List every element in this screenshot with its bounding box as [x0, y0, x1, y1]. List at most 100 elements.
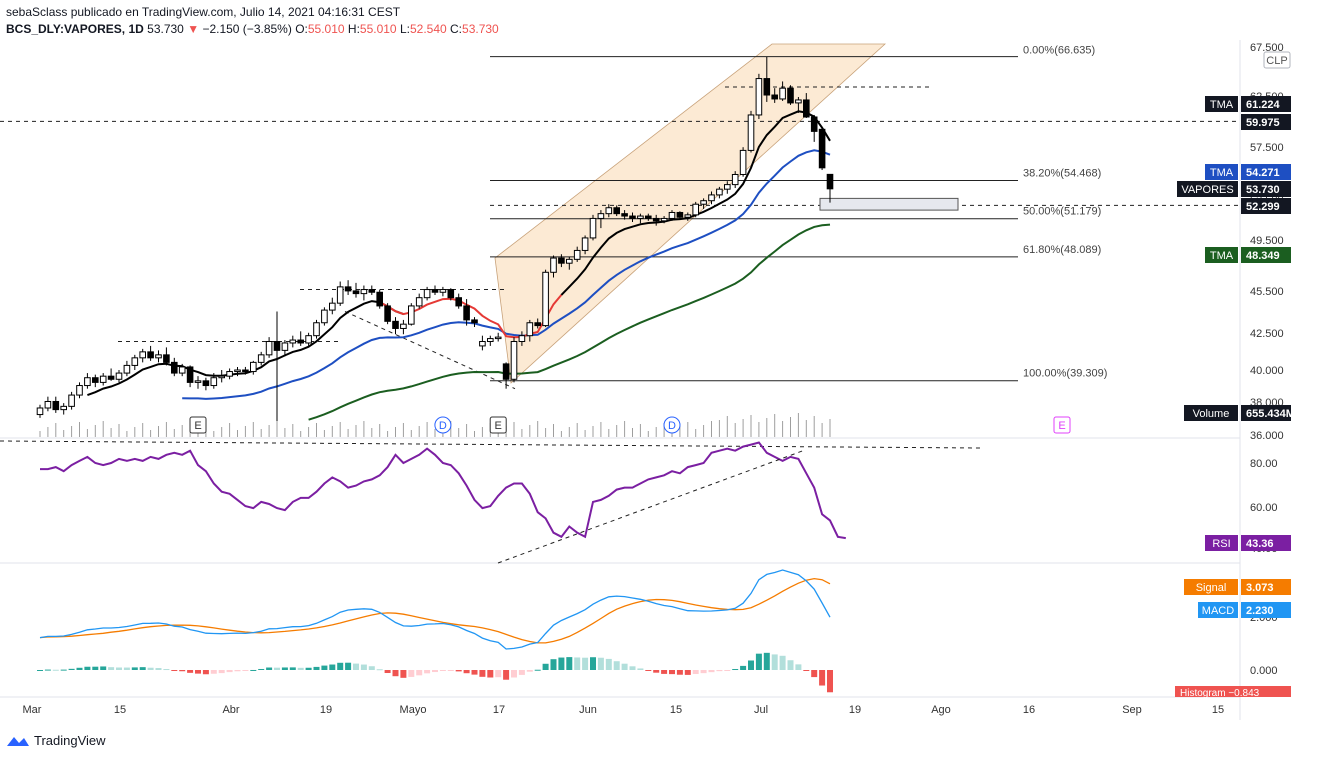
macd-histogram-bar — [155, 668, 162, 670]
rsi-line — [40, 441, 846, 540]
macd-axis-tick: 0.000 — [1250, 665, 1278, 677]
macd-histogram-bar — [368, 666, 375, 670]
rsi-value: 43.36 — [1246, 538, 1274, 550]
close-value: 53.730 — [462, 22, 499, 36]
volume-bar — [379, 424, 381, 437]
candle-body — [739, 149, 747, 175]
fib-level-label: 100.00%(39.309) — [1023, 368, 1107, 380]
candle-body — [163, 354, 170, 363]
candle-body — [123, 364, 131, 374]
candle-body — [652, 217, 660, 222]
candle — [771, 88, 779, 103]
volume-bar — [363, 421, 365, 437]
candle-body — [629, 215, 636, 219]
candle — [621, 210, 628, 220]
publish-info: sebaSclass publicado en TradingView.com,… — [6, 5, 401, 19]
currency-label: CLP — [1266, 55, 1287, 67]
candle-body — [36, 407, 44, 416]
candle — [818, 127, 826, 171]
candle — [408, 303, 415, 326]
candle-body — [676, 211, 684, 218]
time-axis-label: Mar — [23, 704, 42, 716]
candle-body — [194, 380, 202, 383]
earnings-marker — [489, 416, 507, 434]
volume-bar — [553, 424, 554, 437]
volume-bar — [829, 419, 831, 437]
candle-body — [731, 173, 739, 186]
macd-histogram-bar — [408, 670, 415, 677]
candle-body — [660, 217, 668, 222]
histogram-tag — [1175, 686, 1291, 697]
candle-body — [787, 87, 794, 104]
candle — [779, 81, 786, 101]
volume-bar — [481, 427, 483, 437]
candle — [305, 332, 312, 346]
macd-histogram-bar — [163, 669, 170, 671]
macd-value-tag — [1241, 602, 1291, 618]
time-axis-label: Abr — [222, 704, 239, 716]
price-axis-tick: 45.500 — [1250, 286, 1284, 298]
candle-body — [265, 341, 273, 356]
candle-body — [415, 297, 423, 307]
candle-body — [313, 322, 320, 337]
tradingview-logo: TradingView — [6, 733, 106, 748]
candle — [597, 210, 605, 229]
earnings-marker — [189, 416, 207, 434]
macd-histogram-bar — [495, 670, 502, 678]
candle — [534, 318, 542, 329]
macd-histogram-bar — [724, 670, 731, 671]
earnings-marker — [1053, 416, 1071, 434]
macd-histogram-bar — [432, 670, 438, 673]
candle-body — [218, 375, 225, 379]
rsi-axis-tick: 60.00 — [1250, 502, 1278, 514]
macd-histogram-bar — [518, 670, 525, 675]
candle — [400, 319, 407, 335]
volume-bar — [608, 429, 610, 437]
trading-chart[interactable]: 0.00%(66.635) 38.20%(54.468) 50.00%(51.179… — [0, 0, 1320, 730]
volume-bar — [316, 423, 317, 437]
candle — [573, 246, 581, 262]
candle-body — [589, 217, 597, 239]
last-price: 53.730 — [147, 22, 184, 36]
candle — [605, 204, 613, 218]
volume-bar — [418, 426, 420, 437]
rsi-trend-line — [497, 449, 806, 564]
volume-bar — [118, 424, 120, 437]
candle — [92, 374, 99, 388]
volume-bar — [679, 426, 681, 437]
volume-bar — [213, 431, 215, 437]
candle — [415, 293, 423, 309]
candle-body — [700, 200, 707, 205]
macd-histogram-bar — [692, 670, 699, 674]
ma-green-tag — [1205, 247, 1238, 263]
macd-histogram-bar — [84, 666, 91, 670]
macd-histogram-bar — [439, 670, 446, 671]
volume-bar — [71, 426, 73, 437]
volume-bar — [150, 430, 152, 437]
candle-body — [131, 357, 139, 366]
candle — [297, 331, 304, 346]
volume-bar — [687, 422, 689, 437]
volume-bar — [237, 430, 238, 437]
candle — [368, 285, 376, 295]
time-axis-label: 17 — [493, 704, 505, 716]
volume-bar — [663, 423, 665, 437]
macd-histogram-bar — [210, 670, 217, 674]
macd-histogram-bar — [629, 666, 636, 670]
volume-bar — [568, 427, 570, 437]
volume-bar — [284, 428, 286, 437]
candle-body — [273, 341, 281, 351]
volume-bar — [821, 423, 823, 437]
candle-body — [487, 338, 494, 343]
macd-histogram-bar — [147, 667, 154, 670]
candle-body — [352, 290, 360, 295]
volume-bar — [300, 431, 302, 437]
volume-value: 655.434M — [1246, 408, 1295, 420]
volume-bar — [165, 422, 167, 437]
volume-bar — [102, 421, 104, 437]
candle-body — [115, 372, 123, 380]
candle — [463, 299, 470, 326]
symbol-legend: BCS_DLY:VAPORES, 1D 53.730 ▼ −2.150 (−3.… — [6, 22, 499, 36]
volume-bar — [173, 429, 175, 437]
macd-value: 2.230 — [1246, 605, 1274, 617]
